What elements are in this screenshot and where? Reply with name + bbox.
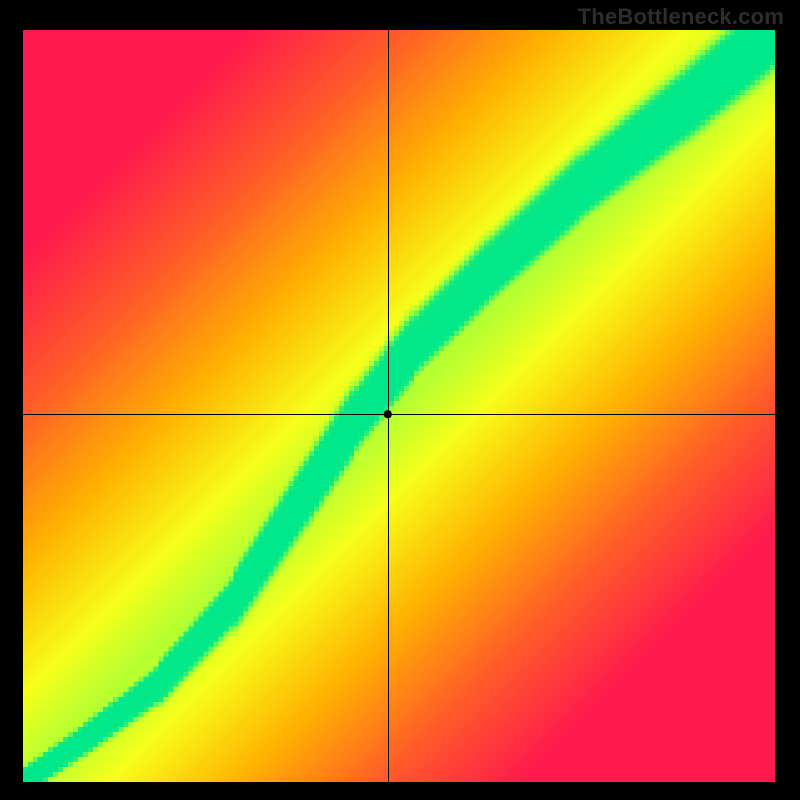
outer-frame: TheBottleneck.com [0,0,800,800]
watermark-text: TheBottleneck.com [578,4,784,30]
crosshair-overlay [23,30,775,782]
